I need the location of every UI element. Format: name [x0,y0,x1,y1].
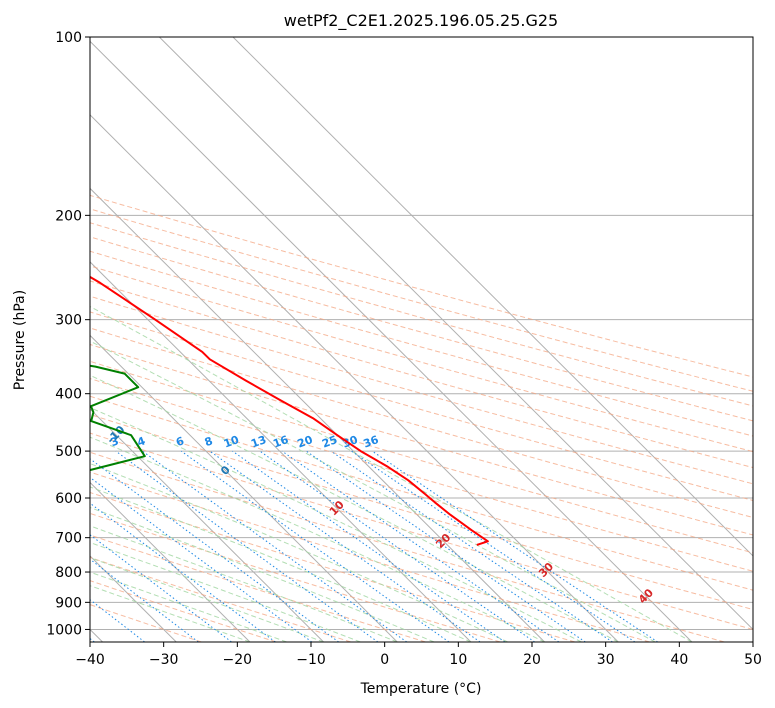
dry-adiabat-line [90,432,753,630]
mixing-ratio-label: 3 [109,434,121,449]
dry-adiabat-line [90,512,501,642]
mixing-ratio-label: 6 [174,434,186,449]
moist-adiabat-line [90,305,693,642]
isotherm-line [90,261,472,642]
dry-adiabat-line [90,208,753,392]
x-tick-label: 50 [744,652,762,668]
dry-adiabat-line [90,222,753,407]
mixing-ratio-line [90,558,199,642]
mixing-ratio-label: 20 [296,433,315,451]
moist-adiabat-line [90,571,287,642]
mixing-ratio-line [330,450,613,642]
mixing-ratio-line [142,450,408,642]
y-tick-label: 1000 [46,622,82,638]
moist-adiabat-line [90,585,251,642]
mixing-ratio-label: 4 [135,434,147,449]
x-tick-label: 10 [449,652,467,668]
dry-adiabat-label: -20 [0,379,10,402]
dry-adiabat-line [90,343,753,536]
dry-adiabat-line [90,413,753,611]
isotherm-line [90,40,693,642]
isotherm-line [232,37,753,557]
moist-adiabat-line [90,525,398,642]
x-axis-label: Temperature (°C) [360,681,482,697]
y-tick-label: 100 [55,30,82,46]
mixing-ratio-label: 8 [203,434,215,449]
mixing-ratio-line [351,450,636,642]
x-tick-label: −30 [149,652,179,668]
mixing-ratio-label: 10 [222,433,241,451]
chart-title: wetPf2_C2E1.2025.196.05.25.G25 [284,11,558,31]
plot-frame [89,36,754,643]
dry-adiabat-line [90,194,753,378]
y-tick-label: 300 [55,313,82,329]
moist-adiabat-line [90,486,472,642]
dry-adiabat-line [90,471,650,642]
moist-adiabat-line [90,374,619,642]
y-tick-label: 400 [55,387,82,403]
plot-area: 0.10.20.40.611.52346810131620253036-100-… [0,37,753,642]
mixing-ratio-label: 16 [271,433,290,451]
x-tick-label: −10 [296,652,326,668]
mixing-ratio-label: 30 [341,433,360,451]
dry-adiabat-line [90,295,753,485]
moist-adiabat-line [90,340,656,642]
dry-adiabat-line [90,451,725,642]
dry-adiabat-line [90,604,202,642]
mixing-ratio-line [181,450,450,642]
mixing-ratio-line [281,450,560,642]
mixing-ratio-label: 36 [362,433,381,451]
dry-adiabat-line [90,491,576,642]
moist-adiabat-line [90,436,545,642]
dry-adiabat-line [90,236,753,422]
y-axis-label: Pressure (hPa) [12,290,28,390]
dry-adiabat-line [90,311,753,501]
dry-adiabat-line [90,250,753,437]
y-tick-label: 800 [55,565,82,581]
y-tick-label: 700 [55,531,82,547]
y-tick-label: 200 [55,208,82,224]
mixing-ratio-line [232,450,506,642]
moist-adiabat-line [90,407,582,642]
mixing-ratio-line [115,450,379,642]
mixing-ratio-line [209,450,481,642]
y-axis: 100 200 300 400 500 600 700 800 900 1000 [46,30,90,638]
x-tick-label: −20 [223,652,253,668]
y-tick-label: 600 [55,491,82,507]
isotherm-line [90,408,324,642]
mixing-ratio-label: 13 [249,433,268,450]
mixing-ratio-line [371,450,658,642]
mixing-ratio-label: 1 [14,434,26,449]
profile-lines [90,275,489,546]
x-tick-label: −40 [75,652,105,668]
y-tick-label: 900 [55,595,82,611]
mixing-ratio-label: 25 [320,433,339,450]
moist-adiabat-line [90,506,435,642]
background-lines [90,37,753,642]
dry-adiabat-line [90,378,753,572]
x-tick-label: 0 [380,652,389,668]
dry-adiabat-line [90,360,753,554]
y-tick-label: 500 [55,444,82,460]
mixing-ratio-line [90,458,339,642]
dry-adiabat-line [90,327,753,519]
dry-adiabat-line [90,556,351,642]
isotherm-line [90,334,398,642]
x-tick-label: 30 [597,652,615,668]
isotherm-line [90,114,619,642]
x-tick-label: 40 [670,652,688,668]
dewpoint-profile-line [90,364,146,472]
dry-adiabat-line [90,395,753,591]
x-axis: −40 −30 −20 −10 0 10 20 30 40 50 [75,642,762,668]
dry-adiabat-line [90,280,753,469]
dry-adiabat-line [90,265,753,453]
dry-adiabat-line [90,534,426,642]
x-tick-label: 20 [523,652,541,668]
isotherm-line [90,481,251,642]
isotherm-line [158,37,753,631]
moist-adiabat-line [90,463,508,642]
temperature-profile-line [90,275,489,546]
